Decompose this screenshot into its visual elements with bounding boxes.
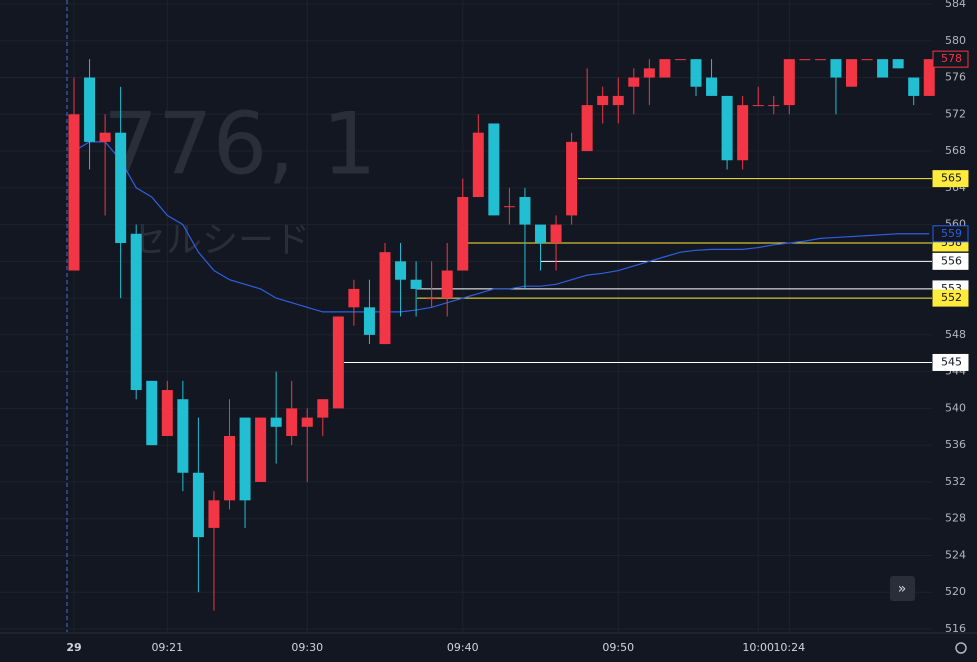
- candle-body: [783, 59, 795, 106]
- y-tick-label: 516: [945, 622, 966, 635]
- candle-body: [674, 59, 686, 61]
- candle-body: [239, 417, 251, 501]
- moving-average: [73, 141, 930, 313]
- candle-body: [301, 417, 313, 427]
- candle-body: [115, 132, 127, 243]
- candle-body: [581, 105, 593, 152]
- price-label: 578: [941, 52, 962, 65]
- candle-body: [535, 224, 546, 243]
- plot: [68, 59, 935, 611]
- price-label-box: [932, 289, 969, 307]
- watermark-sub: セルシード: [130, 220, 310, 261]
- y-tick-label: 536: [945, 438, 966, 451]
- x-tick-label: 10:24: [773, 641, 805, 654]
- x-tick-label: 09:21: [151, 641, 183, 654]
- candle-body: [395, 261, 407, 280]
- candle-body: [130, 233, 142, 391]
- x-tick-label: 09:30: [291, 641, 323, 654]
- candle-body: [659, 59, 671, 78]
- y-tick-label: 580: [945, 34, 966, 47]
- candle-body: [814, 59, 826, 61]
- candle-body: [224, 435, 235, 501]
- candle-body: [690, 59, 702, 87]
- candle-body: [877, 59, 889, 78]
- price-label: 552: [941, 291, 962, 304]
- candle-body: [146, 380, 158, 446]
- candle-body: [488, 123, 500, 216]
- candle-body: [332, 316, 344, 409]
- candle-body: [721, 95, 733, 161]
- candle-body: [566, 141, 578, 216]
- price-label: 545: [941, 355, 962, 368]
- candle-body: [255, 417, 267, 482]
- candle-body: [68, 114, 80, 271]
- candle-body: [846, 59, 857, 87]
- price-label-box: [932, 170, 969, 188]
- candle-body: [612, 95, 624, 106]
- price-label-box: [932, 353, 969, 371]
- x-tick-label: 09:40: [447, 641, 479, 654]
- candle-body: [830, 59, 842, 78]
- candle-body: [426, 298, 438, 300]
- candle-body: [208, 500, 220, 528]
- candle-body: [550, 224, 562, 243]
- candle-body: [286, 408, 298, 436]
- price-label: 559: [941, 227, 962, 240]
- candle-body: [270, 417, 282, 427]
- candle-body: [519, 197, 531, 225]
- candle-body: [161, 390, 173, 436]
- candle-body: [379, 252, 391, 345]
- candle-body: [908, 77, 920, 96]
- price-label: 565: [941, 172, 962, 185]
- candle-body: [628, 77, 640, 87]
- candle-body: [317, 399, 329, 418]
- candle-body: [99, 132, 111, 142]
- y-tick-label: 540: [945, 401, 966, 414]
- candle-body: [597, 95, 609, 106]
- y-tick-label: 532: [945, 475, 966, 488]
- x-tick-label: 10:00: [742, 641, 774, 654]
- x-tick-label: 09:50: [602, 641, 634, 654]
- price-label-box: [932, 252, 969, 270]
- candle-body: [457, 197, 469, 271]
- candle-body: [410, 279, 422, 289]
- candle-body: [799, 59, 811, 61]
- candle-body: [643, 68, 655, 78]
- candle-body: [752, 105, 764, 107]
- y-tick-label: 528: [945, 512, 966, 525]
- watermark: 776, 1: [103, 94, 377, 194]
- x-tick-label: 29: [66, 641, 81, 654]
- y-tick-label: 568: [945, 144, 966, 157]
- candle-body: [84, 77, 96, 142]
- candle-body: [363, 307, 375, 335]
- candle-body: [177, 399, 189, 473]
- y-tick-label: 576: [945, 71, 966, 84]
- candle-body: [192, 472, 204, 538]
- y-tick-label: 572: [945, 107, 966, 120]
- candle-body: [892, 59, 904, 69]
- price-label-box: [932, 225, 969, 243]
- settings-button[interactable]: [955, 642, 967, 654]
- y-tick-label: 584: [945, 0, 966, 10]
- candle-body: [472, 132, 484, 198]
- y-tick-label: 520: [945, 585, 966, 598]
- candle-body: [768, 105, 780, 107]
- y-tick-label: 524: [945, 548, 966, 561]
- candle-body: [503, 206, 515, 208]
- scroll-icon[interactable]: »: [898, 581, 907, 597]
- candle-body: [348, 288, 360, 308]
- candle-body: [441, 270, 453, 299]
- candle-body: [737, 105, 749, 161]
- candle-body: [923, 59, 935, 96]
- candle-body: [861, 59, 873, 61]
- price-label-box: [932, 50, 969, 68]
- price-label: 556: [941, 254, 962, 267]
- y-tick-label: 548: [945, 328, 966, 341]
- axis: 5165205245285325365405445485525565605645…: [66, 0, 969, 654]
- scroll-button[interactable]: [890, 576, 915, 601]
- candle-body: [706, 77, 718, 96]
